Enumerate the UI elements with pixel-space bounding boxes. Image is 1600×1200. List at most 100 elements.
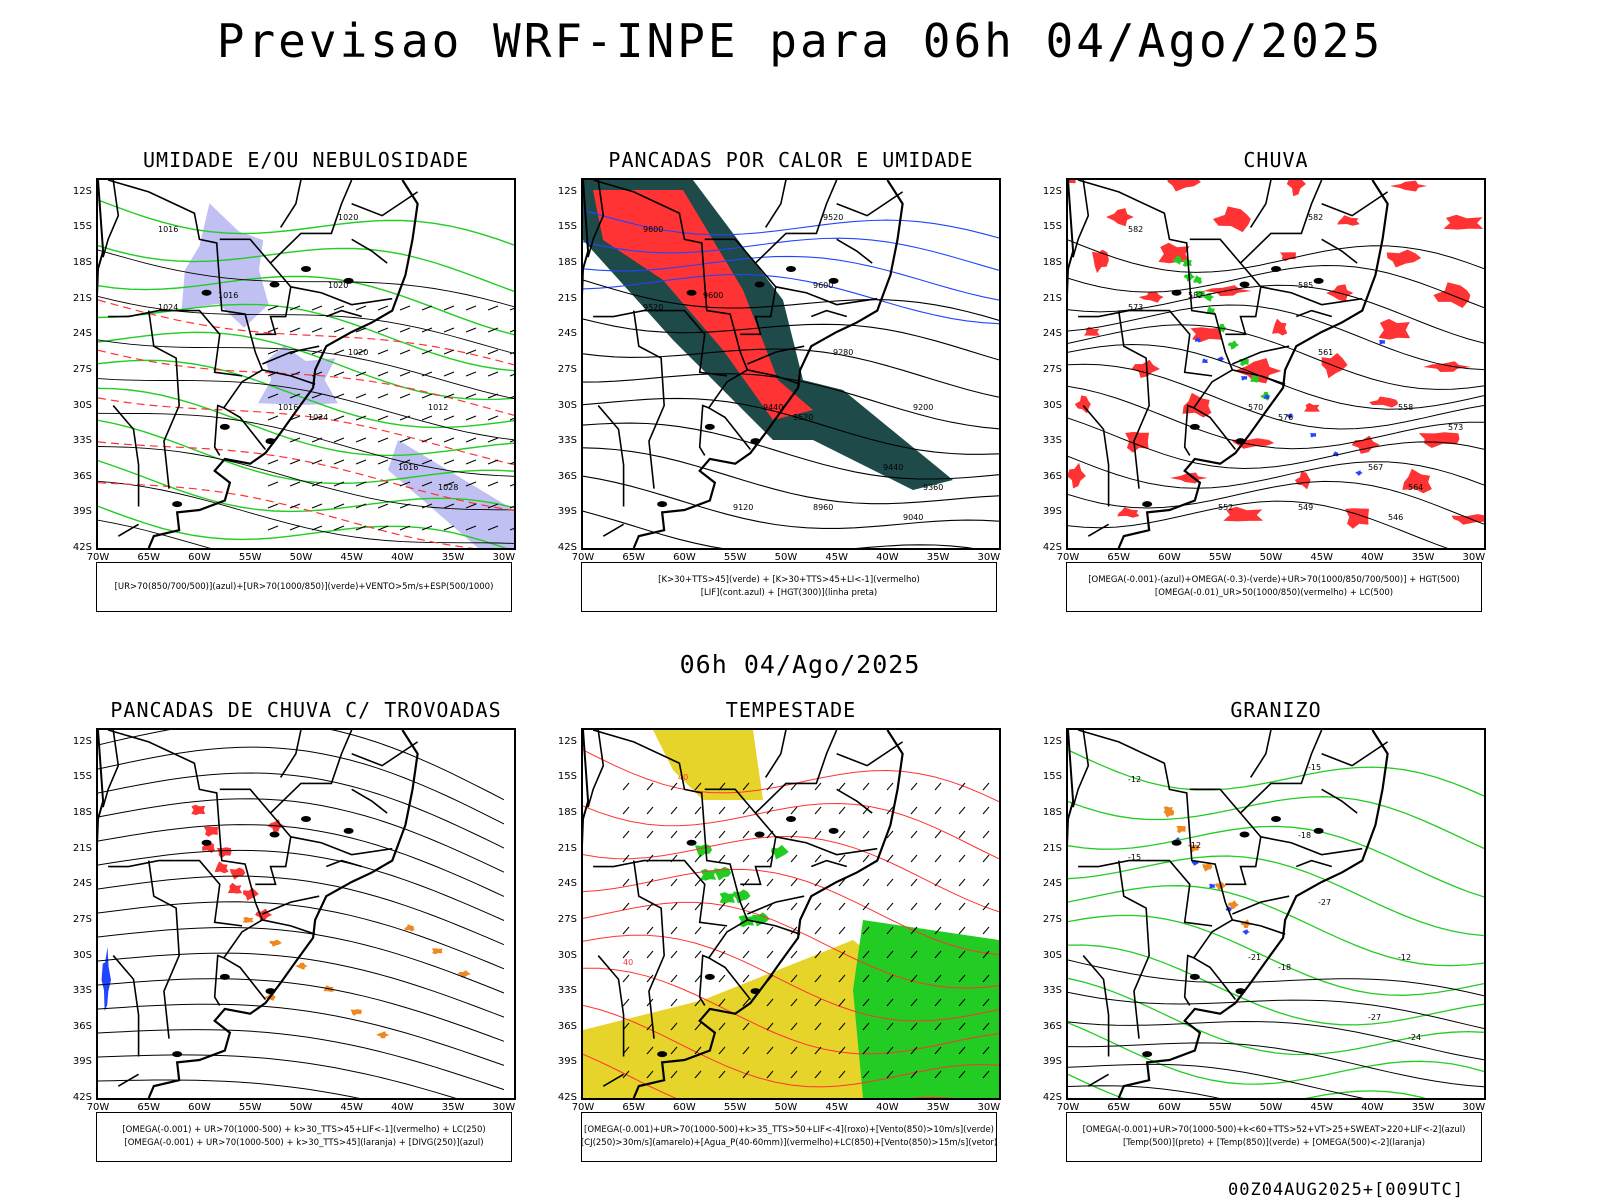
lon-tick-label: 30W	[492, 552, 516, 563]
contour-label: 564	[1408, 483, 1423, 492]
border-line	[754, 730, 878, 856]
contour-label: -12	[1128, 775, 1141, 784]
lifted-index-contour	[583, 255, 999, 301]
border-line	[1232, 895, 1290, 915]
border-line	[1189, 238, 1242, 264]
rain-area	[1272, 318, 1288, 336]
wind-vector	[399, 305, 411, 311]
wind-vector	[718, 902, 726, 911]
border-line	[1225, 836, 1262, 886]
contour-label: 9600	[643, 225, 663, 234]
border-line	[704, 238, 757, 264]
wind-vector	[886, 782, 894, 791]
lake-mark	[265, 438, 276, 445]
wind-vector	[958, 830, 966, 839]
rain-area	[1170, 472, 1208, 484]
hail-area	[1242, 929, 1250, 935]
wind-vector	[694, 830, 702, 839]
west-coastline	[1068, 180, 1075, 296]
lake-mark	[172, 501, 183, 508]
contour-label: 1020	[338, 213, 358, 222]
border-line	[107, 730, 267, 1000]
lake-mark	[301, 816, 311, 823]
border-line	[147, 310, 180, 489]
wind-vector	[886, 1070, 894, 1079]
border-line	[1077, 730, 1237, 1000]
border-line	[279, 730, 302, 778]
border-line	[1249, 730, 1272, 778]
lat-tick-label: 21S	[1042, 842, 1062, 854]
lon-tick-label: 50W	[774, 1102, 798, 1113]
rain-area	[1369, 396, 1398, 408]
wind-vector	[790, 1046, 798, 1055]
contour-label: -18	[1298, 831, 1311, 840]
wind-vector	[622, 902, 630, 911]
wind-vector	[289, 481, 301, 487]
lon-tick-label: 45W	[1310, 552, 1333, 563]
humidity-green-contour	[98, 275, 514, 336]
humidity-green-contour	[98, 331, 514, 401]
wind-vector	[646, 974, 654, 983]
border-line	[1232, 345, 1290, 365]
wind-vector	[399, 503, 411, 509]
rain-area	[1451, 514, 1484, 525]
wind-vector	[465, 305, 477, 311]
lon-tick-label: 65W	[137, 552, 161, 563]
legend-box: [OMEGA(-0.001) + UR>70(1000-500) + k>30_…	[96, 1112, 512, 1162]
thunderstorm-area	[227, 882, 243, 894]
lat-tick-label: 12S	[557, 185, 577, 197]
contour-label: 576	[1278, 413, 1293, 422]
wind-vector	[958, 1070, 966, 1079]
wind-vector	[509, 527, 514, 531]
lake-mark	[1171, 839, 1182, 846]
wind-vector	[886, 830, 894, 839]
lon-tick-label: 45W	[825, 552, 848, 563]
wind-vector	[982, 1022, 990, 1031]
lon-tick-label: 65W	[1107, 552, 1131, 563]
border-line	[1225, 286, 1262, 336]
lon-tick-label: 60W	[188, 552, 211, 563]
omega-blue-area	[1201, 358, 1209, 363]
border-line	[698, 404, 710, 456]
wind-vector	[742, 1070, 750, 1079]
border-line	[102, 730, 120, 808]
streamline-250	[98, 849, 505, 921]
wind-vector	[790, 998, 798, 1007]
wind-vector	[670, 902, 678, 911]
lat-tick-label: 15S	[1042, 221, 1062, 233]
temp-850-contour	[1068, 749, 1484, 797]
streamline-250	[98, 1079, 360, 1098]
wind-vector	[622, 950, 630, 959]
wind-vector	[443, 415, 455, 421]
border-line	[117, 523, 139, 537]
omega-green-area	[1227, 340, 1239, 350]
wind-vector	[399, 481, 411, 487]
lon-tick-label: 60W	[188, 1102, 211, 1113]
wind-vector	[443, 305, 455, 311]
wind-vector	[421, 415, 433, 421]
legend-line: [OMEGA(-0.001)-(azul)+OMEGA(-0.3)-(verde…	[1088, 575, 1460, 585]
border-line	[1077, 180, 1237, 450]
border-line	[1117, 310, 1150, 489]
wind-vector	[934, 974, 942, 983]
wind-vector	[421, 393, 433, 399]
wind-vector	[718, 806, 726, 815]
lat-tick-label: 15S	[72, 771, 92, 783]
geopotential-contour	[583, 475, 999, 529]
lat-tick-label: 33S	[557, 985, 577, 997]
wind-vector	[982, 902, 990, 911]
border-line	[593, 309, 660, 318]
wind-vector	[487, 503, 499, 509]
border-line	[174, 859, 243, 927]
border-line	[632, 860, 665, 1039]
wind-vector	[838, 926, 846, 935]
lon-tick-label: 30W	[1462, 1102, 1486, 1113]
rain-area	[1068, 462, 1086, 489]
lake-mark	[1142, 501, 1153, 508]
temp-500-contour	[1068, 1085, 1220, 1098]
wind-vector	[421, 459, 433, 465]
border-line	[754, 180, 878, 306]
wind-vector	[509, 439, 514, 443]
wind-vector	[982, 974, 990, 983]
height-500-contour	[1068, 239, 1484, 273]
